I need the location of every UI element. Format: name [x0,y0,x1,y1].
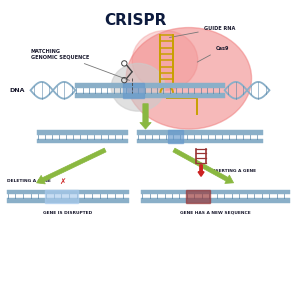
Text: GENE HAS A NEW SEQUENCE: GENE HAS A NEW SEQUENCE [180,211,251,215]
Text: MATCHING
GENOMIC SEQUENCE: MATCHING GENOMIC SEQUENCE [31,49,130,80]
Ellipse shape [132,31,198,90]
Text: DELETING A GENE: DELETING A GENE [7,179,50,183]
FancyBboxPatch shape [7,198,129,203]
Ellipse shape [111,63,165,111]
FancyBboxPatch shape [168,130,183,143]
FancyArrow shape [173,148,234,183]
Text: Cas9: Cas9 [197,46,229,62]
FancyBboxPatch shape [141,190,290,194]
FancyBboxPatch shape [46,190,78,203]
Text: DNA: DNA [9,88,25,93]
FancyBboxPatch shape [37,130,128,135]
FancyArrow shape [37,148,106,184]
FancyBboxPatch shape [123,82,144,98]
FancyBboxPatch shape [186,190,210,203]
Text: CRISPR: CRISPR [104,13,166,28]
FancyArrow shape [198,165,204,176]
FancyBboxPatch shape [75,93,225,98]
FancyBboxPatch shape [75,82,225,88]
FancyBboxPatch shape [136,130,263,135]
FancyBboxPatch shape [7,190,129,194]
Text: GENE IS DISRUPTED: GENE IS DISRUPTED [43,211,92,215]
FancyBboxPatch shape [136,139,263,143]
Text: GUIDE RNA: GUIDE RNA [169,26,235,38]
FancyBboxPatch shape [37,139,128,143]
Text: ✗: ✗ [59,177,65,186]
Ellipse shape [126,28,251,129]
FancyBboxPatch shape [141,198,290,203]
Text: INSERTING A GENE: INSERTING A GENE [210,169,256,173]
FancyArrow shape [140,104,151,129]
